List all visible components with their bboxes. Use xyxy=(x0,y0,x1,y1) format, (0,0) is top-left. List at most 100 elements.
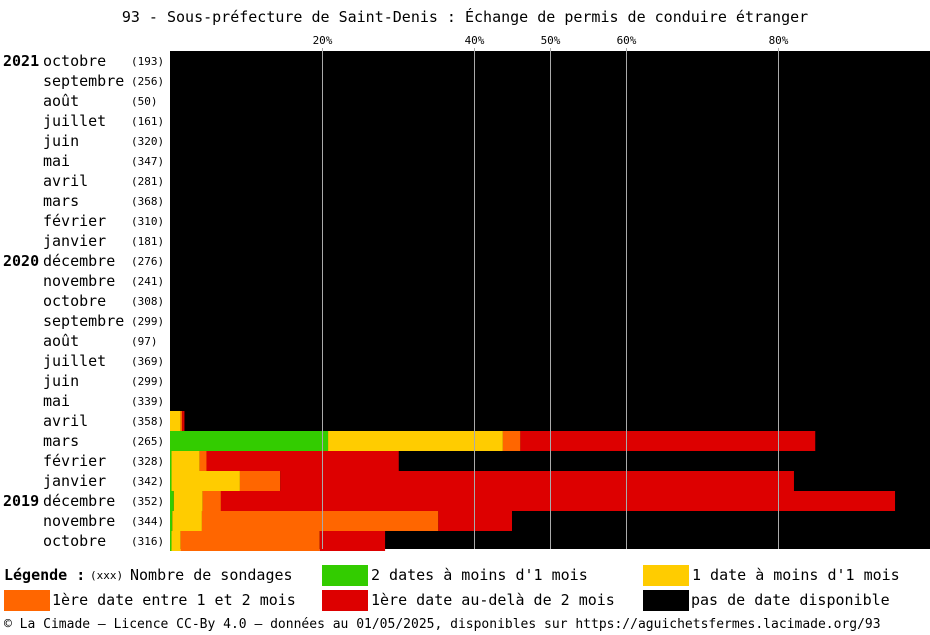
survey-count-label: (256) xyxy=(131,75,164,88)
survey-count-label: (97) xyxy=(131,335,158,348)
x-tick-label: 20% xyxy=(313,34,333,47)
bar-segment--février-s2 xyxy=(199,451,207,471)
bar-segment--mars-s0 xyxy=(170,431,329,451)
month-label: juin xyxy=(43,132,79,150)
legend-label-two-dates: 2 dates à moins d'1 mois xyxy=(371,566,588,584)
survey-count-label: (276) xyxy=(131,255,164,268)
legend-swatch-yellow xyxy=(643,565,689,586)
bar-segment--février-s1 xyxy=(171,451,200,471)
survey-count-label: (310) xyxy=(131,215,164,228)
month-label: novembre xyxy=(43,272,115,290)
month-label: décembre xyxy=(43,492,115,510)
survey-count-label: (265) xyxy=(131,435,164,448)
month-label: novembre xyxy=(43,512,115,530)
year-label: 2021 xyxy=(3,52,39,70)
month-label: août xyxy=(43,92,79,110)
month-label: septembre xyxy=(43,312,124,330)
legend-swatch-orange xyxy=(4,590,50,611)
month-label: octobre xyxy=(43,292,106,310)
survey-count-label: (352) xyxy=(131,495,164,508)
bar-segment-2019-décembre-s2 xyxy=(202,491,221,511)
month-label: mai xyxy=(43,392,70,410)
month-label: avril xyxy=(43,412,88,430)
bar-segment--octobre-s2 xyxy=(180,531,320,551)
bar-segment--janvier-s3 xyxy=(280,471,794,491)
legend-title: Légende : xyxy=(4,566,86,584)
legend-count-label: Nombre de sondages xyxy=(130,566,293,584)
bar-segment-2019-décembre-s1 xyxy=(173,491,203,511)
survey-count-label: (347) xyxy=(131,155,164,168)
month-label: mars xyxy=(43,432,79,450)
bar-segment--avril-s1 xyxy=(170,411,181,431)
month-label: février xyxy=(43,452,106,470)
bar-segment--octobre-s0 xyxy=(170,531,172,551)
survey-count-label: (342) xyxy=(131,475,164,488)
month-label: février xyxy=(43,212,106,230)
chart-title: 93 - Sous-préfecture de Saint-Denis : Éc… xyxy=(121,8,809,26)
x-tick-label: 40% xyxy=(465,34,485,47)
legend-swatch-green xyxy=(322,565,368,586)
bar-segment--avril-s2 xyxy=(180,411,183,431)
legend-swatch-red xyxy=(322,590,368,611)
survey-count-label: (181) xyxy=(131,235,164,248)
month-label: juillet xyxy=(43,112,106,130)
month-label: octobre xyxy=(43,52,106,70)
bar-segment--novembre-s3 xyxy=(438,511,512,531)
bar-segment--novembre-s0 xyxy=(170,511,173,531)
survey-count-label: (344) xyxy=(131,515,164,528)
survey-count-label: (308) xyxy=(131,295,164,308)
month-label: avril xyxy=(43,172,88,190)
bar-segment--février-s3 xyxy=(206,451,399,471)
survey-count-label: (369) xyxy=(131,355,164,368)
x-tick-label: 60% xyxy=(617,34,637,47)
survey-count-label: (299) xyxy=(131,315,164,328)
bar-segment--janvier-s0 xyxy=(170,471,172,491)
month-label: janvier xyxy=(43,232,106,250)
survey-count-label: (320) xyxy=(131,135,164,148)
legend: Légende : (xxx) Nombre de sondages 2 dat… xyxy=(0,563,930,613)
month-label: août xyxy=(43,332,79,350)
bar-segment--janvier-s2 xyxy=(239,471,281,491)
survey-count-label: (328) xyxy=(131,455,164,468)
survey-count-label: (281) xyxy=(131,175,164,188)
survey-count-label: (161) xyxy=(131,115,164,128)
survey-count-label: (193) xyxy=(131,55,164,68)
bar-segment-2019-décembre-s3 xyxy=(220,491,896,511)
month-label: décembre xyxy=(43,252,115,270)
survey-count-label: (316) xyxy=(131,535,164,548)
legend-swatch-black xyxy=(643,590,689,611)
bar-segment--octobre-s1 xyxy=(171,531,181,551)
legend-count-marker: (xxx) xyxy=(90,569,124,582)
legend-label-no-date: pas de date disponible xyxy=(691,591,890,609)
bar-segment--février-s0 xyxy=(170,451,172,471)
x-tick-label: 80% xyxy=(769,34,789,47)
survey-count-label: (241) xyxy=(131,275,164,288)
survey-count-label: (299) xyxy=(131,375,164,388)
bar-segment--mars-s2 xyxy=(502,431,521,451)
legend-label-one-to-two-months: 1ère date entre 1 et 2 mois xyxy=(52,591,296,609)
stacked-bar-chart: 20% 40% 50% 60% 80% 2021 octobre (193)septembr… xyxy=(3,34,930,551)
x-tick-label: 50% xyxy=(541,34,561,47)
bar-segment--avril-s3 xyxy=(182,411,185,431)
bar-segment-2019-décembre-s0 xyxy=(170,491,174,511)
survey-count-label: (50) xyxy=(131,95,158,108)
month-label: septembre xyxy=(43,72,124,90)
year-label: 2020 xyxy=(3,252,39,270)
month-label: juin xyxy=(43,372,79,390)
bar-segment--novembre-s2 xyxy=(201,511,439,531)
bar-segment--mars-s3 xyxy=(520,431,816,451)
footer-credits: © La Cimade — Licence CC-By 4.0 — donnée… xyxy=(4,617,881,632)
month-label: mars xyxy=(43,192,79,210)
month-label: octobre xyxy=(43,532,106,550)
legend-label-one-date: 1 date à moins d'1 mois xyxy=(692,566,900,584)
bar-segment--mars-s1 xyxy=(328,431,503,451)
bar-segment--octobre-s3 xyxy=(319,531,386,551)
month-label: juillet xyxy=(43,352,106,370)
month-label: janvier xyxy=(43,472,106,490)
survey-count-label: (368) xyxy=(131,195,164,208)
bar-segment--novembre-s1 xyxy=(172,511,202,531)
bar-segment--janvier-s1 xyxy=(171,471,240,491)
survey-count-label: (358) xyxy=(131,415,164,428)
year-label: 2019 xyxy=(3,492,39,510)
month-label: mai xyxy=(43,152,70,170)
